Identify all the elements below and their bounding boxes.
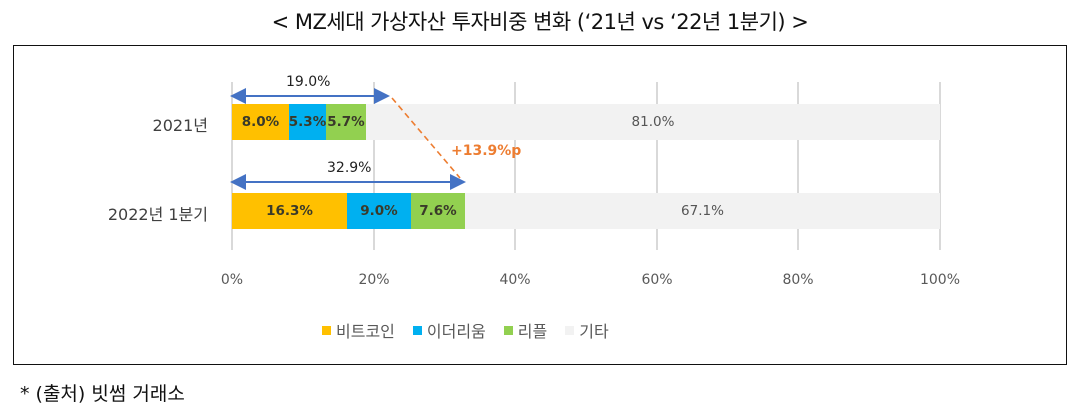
- gridline-20: [373, 82, 375, 250]
- segment-ripple-2022q1: 7.6%: [411, 193, 465, 229]
- source-footnote: * (출처) 빗썸 거래소: [20, 383, 185, 405]
- tick-40: 40%: [499, 272, 531, 288]
- legend-label-bitcoin: 비트코인: [336, 322, 395, 341]
- tick-60: 60%: [641, 272, 673, 288]
- legend-swatch-other: [565, 325, 575, 335]
- gridline-0: [231, 82, 233, 250]
- legend-swatch-ethereum: [412, 325, 422, 335]
- segment-other-2021: 81.0%: [366, 104, 940, 140]
- bar-2022q1: 16.3% 9.0% 7.6% 67.1%: [232, 193, 940, 229]
- segment-ripple-2021: 5.7%: [326, 104, 366, 140]
- gridline-80: [797, 82, 799, 250]
- tick-20: 20%: [358, 272, 390, 288]
- row-label-2021: 2021년: [152, 116, 208, 135]
- segment-bitcoin-2022q1: 16.3%: [232, 193, 347, 229]
- delta-label: +13.9%p: [451, 143, 522, 159]
- legend-item-ripple: 리플: [503, 318, 548, 342]
- tick-80: 80%: [782, 272, 814, 288]
- segment-ethereum-2022q1: 9.0%: [347, 193, 411, 229]
- legend-swatch-ripple: [503, 325, 513, 335]
- legend-swatch-bitcoin: [322, 325, 331, 335]
- legend-item-ethereum: 이더리움: [412, 318, 486, 342]
- chart-frame: [13, 45, 1067, 365]
- legend-item-other: 기타: [565, 318, 609, 342]
- gridline-40: [514, 82, 516, 250]
- span-label-2022q1: 32.9%: [327, 160, 372, 176]
- legend: 비트코인 이더리움 리플 기타: [322, 318, 609, 342]
- legend-label-other: 기타: [579, 322, 609, 341]
- gridline-100: [939, 82, 941, 250]
- row-label-2022q1: 2022년 1분기: [107, 205, 208, 224]
- span-label-2021: 19.0%: [286, 74, 331, 90]
- segment-bitcoin-2021: 8.0%: [232, 104, 289, 140]
- legend-label-ripple: 리플: [517, 322, 548, 341]
- legend-label-ethereum: 이더리움: [426, 322, 486, 341]
- segment-other-2022q1: 67.1%: [465, 193, 940, 229]
- gridline-60: [656, 82, 658, 250]
- tick-0: 0%: [220, 272, 244, 288]
- tick-100: 100%: [919, 272, 961, 288]
- chart-title: < MZ세대 가상자산 투자비중 변화 (‘21년 vs ‘22년 1분기) >: [271, 10, 809, 34]
- bar-2021: 8.0% 5.3% 5.7% 81.0%: [232, 104, 940, 140]
- legend-item-bitcoin: 비트코인: [322, 318, 395, 342]
- segment-ethereum-2021: 5.3%: [289, 104, 326, 140]
